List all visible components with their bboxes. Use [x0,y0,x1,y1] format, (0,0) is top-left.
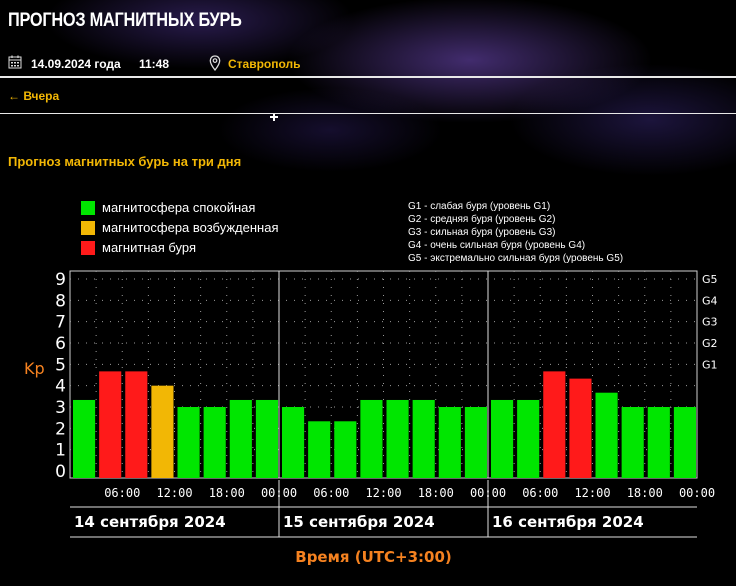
y-axis-label: Kp [24,359,45,378]
x-tick-label: 00:00 [261,486,297,500]
y-tick-label: 0 [55,462,66,482]
kp-bar [73,399,96,478]
legend-swatch-excited [81,221,95,235]
current-time: 11:48 [139,57,170,71]
kp-bar [360,399,383,478]
y-tick-label: 4 [55,377,66,397]
legend-swatch-calm [81,201,95,215]
kp-bar [595,392,618,478]
g-scale-g4: G4 - очень сильная буря (уровень G4) [408,240,586,251]
back-link-yesterday[interactable]: ← Вчера [8,89,60,103]
kp-bar [543,371,566,478]
kp-bar [491,399,514,478]
right-g-label: G4 [702,294,718,307]
x-tick-label: 12:00 [156,486,192,500]
day-label: 14 сентября 2024 [74,513,226,531]
x-tick-label: 06:00 [522,486,558,500]
y-tick-label: 5 [55,355,66,375]
legend-label-storm: магнитная буря [102,240,197,255]
kp-bar [464,407,487,478]
kp-bar [647,407,670,478]
x-tick-label: 06:00 [104,486,140,500]
y-tick-label: 9 [55,270,66,290]
y-tick-label: 7 [55,313,66,333]
kp-bar [334,421,357,478]
kp-bar [229,399,252,478]
x-axis-label: Время (UTC+3:00) [295,548,451,566]
current-date: 14.09.2024 года [31,57,121,71]
kp-bar [308,421,331,478]
kp-bar [177,407,200,478]
day-label: 16 сентября 2024 [492,513,644,531]
nav-divider [0,113,736,114]
y-tick-label: 6 [55,334,66,354]
header-divider [0,76,736,78]
y-tick-label: 3 [55,398,66,418]
aurora-background [0,0,736,200]
g-scale-g3: G3 - сильная буря (уровень G3) [408,227,556,238]
x-tick-label: 12:00 [365,486,401,500]
y-tick-label: 1 [55,441,66,461]
kp-bar [569,378,592,478]
day-label: 15 сентября 2024 [283,513,435,531]
kp-bar [517,399,540,478]
right-g-label: G1 [702,358,718,371]
x-tick-label: 00:00 [679,486,715,500]
right-g-label: G2 [702,337,718,350]
g-scale-g5: G5 - экстремально сильная буря (уровень … [408,253,624,264]
legend-swatch-storm [81,241,95,255]
right-g-label: G3 [702,316,718,329]
kp-bar [438,407,461,478]
kp-bar [151,385,174,478]
right-g-label: G5 [702,273,718,286]
x-tick-label: 06:00 [313,486,349,500]
calendar-icon [8,55,22,69]
kp-bar [673,407,696,478]
legend-label-excited: магнитосфера возбужденная [102,220,279,235]
kp-bar [255,399,278,478]
kp-bar [125,371,148,478]
g-scale-g1: G1 - слабая буря (уровень G1) [408,201,551,212]
legend-label-calm: магнитосфера спокойная [102,200,256,215]
y-tick-label: 2 [55,419,66,439]
y-tick-label: 8 [55,291,66,311]
kp-bar [99,371,122,478]
x-tick-label: 18:00 [627,486,663,500]
city-link[interactable]: Ставрополь [228,57,301,71]
x-tick-label: 00:00 [470,486,506,500]
x-tick-label: 18:00 [418,486,454,500]
kp-bar [412,399,435,478]
x-tick-label: 18:00 [209,486,245,500]
page-title: ПРОГНОЗ МАГНИТНЫХ БУРЬ [8,10,242,31]
kp-bar [386,399,409,478]
kp-bar [282,407,305,478]
kp-bar [621,407,644,478]
section-title: Прогноз магнитных бурь на три дня [8,154,242,169]
location-pin-icon [209,55,221,71]
x-tick-label: 12:00 [574,486,610,500]
star-sparkle [270,113,278,121]
g-scale-g2: G2 - средняя буря (уровень G2) [408,214,556,225]
kp-bar [203,407,226,478]
